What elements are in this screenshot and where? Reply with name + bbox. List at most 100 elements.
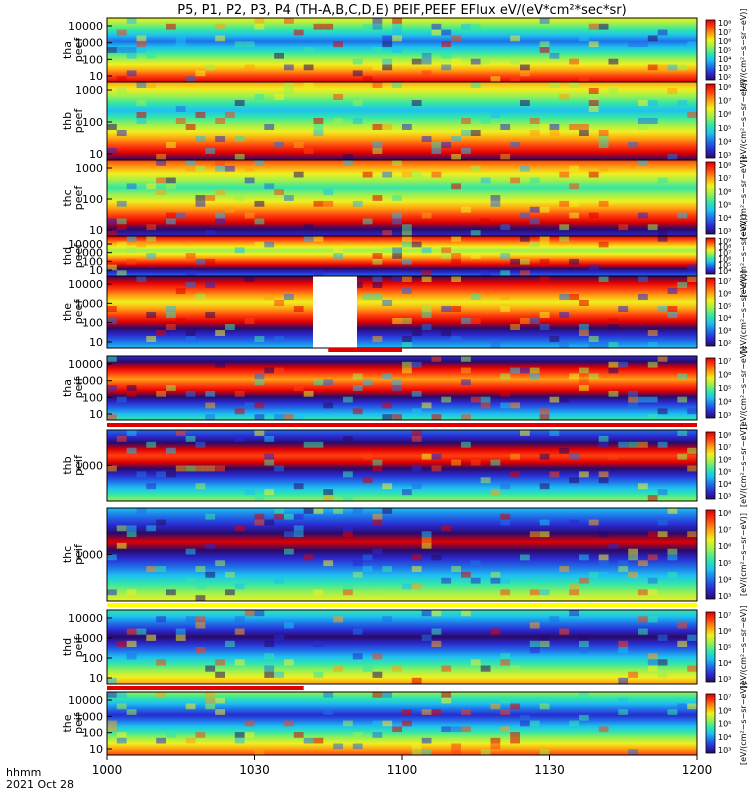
- spectrogram-cell: [372, 692, 383, 698]
- spectrogram-cell: [205, 312, 216, 318]
- spectrogram-cell: [529, 640, 540, 647]
- spectrogram-cell: [667, 88, 678, 94]
- ytick-label: 100: [82, 255, 103, 268]
- spectrogram-cell: [195, 465, 206, 472]
- date-label: 2021 Oct 28: [6, 778, 74, 791]
- spectrogram-cell: [244, 732, 255, 738]
- spectrogram-cell: [579, 647, 589, 654]
- spectrogram-cell: [293, 531, 304, 538]
- spectrogram-cell: [215, 659, 225, 666]
- spectrogram-cell: [529, 720, 540, 727]
- spectrogram-cell: [549, 396, 560, 403]
- spectrogram-cell: [677, 64, 688, 71]
- spectrogram-cell: [264, 653, 275, 660]
- spectrogram-p2: [107, 82, 697, 160]
- ytick-label: 10000: [68, 358, 103, 371]
- spectrogram-cell: [392, 18, 402, 24]
- spectrogram-cell: [539, 258, 550, 265]
- spectrogram-cell: [352, 70, 363, 77]
- spectrogram-cell: [588, 94, 599, 100]
- spectrogram-cell: [156, 471, 166, 478]
- spectrogram-cell: [352, 100, 363, 106]
- spectrogram-cell: [323, 200, 334, 207]
- spectrogram-cell: [156, 692, 166, 698]
- spectrogram-cell: [392, 23, 402, 30]
- spectrogram-cell: [677, 453, 688, 460]
- spectrogram-cell: [215, 165, 225, 172]
- spectrogram-cell: [520, 270, 530, 276]
- colorbar-tick: 10⁷: [718, 526, 731, 535]
- spectrogram-cell: [588, 23, 599, 30]
- spectrogram-cell: [480, 477, 491, 484]
- spectrogram-cell: [225, 589, 235, 596]
- spectrogram-cell: [411, 435, 422, 442]
- spectrogram-cell: [510, 177, 520, 184]
- spectrogram-cell: [313, 737, 324, 744]
- spectrogram-cell: [195, 732, 206, 738]
- xtick-label: 1100: [387, 763, 418, 777]
- ytick-label: 100: [82, 727, 103, 740]
- spectrogram-cell: [382, 414, 393, 420]
- colorbar-tick: 10⁴: [718, 733, 731, 742]
- spectrogram-cell: [687, 703, 697, 710]
- spectrogram-cell: [470, 82, 481, 88]
- spectrogram-cell: [126, 70, 137, 77]
- spectrogram-cell: [205, 390, 216, 397]
- spectrogram-cell: [254, 519, 265, 526]
- spectrogram-cell: [264, 665, 275, 672]
- spectrogram-cell: [333, 253, 343, 259]
- colorbar-tick: 10⁸: [718, 243, 731, 252]
- spectrogram-cell: [136, 112, 147, 118]
- spectrogram-cell: [392, 253, 402, 259]
- spectrogram-cell: [529, 218, 540, 225]
- colorbar-label: [eV/(cm²−s−sr−eV)]: [739, 513, 748, 596]
- spectrogram-cell: [559, 200, 570, 207]
- spectrogram-cell: [185, 577, 196, 584]
- spectrogram-cell: [529, 241, 540, 248]
- ytick-label: 100: [82, 53, 103, 66]
- spectrogram-cell: [421, 634, 432, 641]
- spectrogram-cell: [185, 737, 196, 744]
- spectrogram-cell: [313, 130, 324, 136]
- spectrogram-cell: [647, 577, 658, 584]
- spectrogram-cell: [510, 453, 520, 460]
- spectrogram-cell: [421, 749, 432, 755]
- ytick-label: 1000: [75, 37, 103, 50]
- spectrogram-cell: [146, 566, 157, 572]
- spectrogram-cell: [225, 640, 235, 647]
- panel-name: thapeef: [61, 37, 85, 63]
- spectrogram-cell: [382, 41, 393, 48]
- spectrogram-cell: [116, 76, 127, 82]
- spectrogram-cell: [274, 300, 284, 306]
- spectrogram-cell: [264, 489, 275, 496]
- spectrogram-cell: [362, 566, 373, 572]
- spectrogram-cell: [126, 447, 137, 454]
- spectrogram-cell: [598, 136, 609, 142]
- spectrogram-cell: [195, 70, 206, 77]
- spectrogram-cell: [116, 88, 127, 94]
- spectrogram-cell: [569, 519, 579, 526]
- spectrogram-cell: [559, 396, 570, 403]
- colorbar-tick: 10⁵: [718, 124, 731, 133]
- spectrogram-cell: [185, 336, 196, 342]
- spectrogram-cell: [185, 390, 196, 397]
- spectrogram-cell: [687, 41, 697, 48]
- spectrogram-cell: [126, 525, 137, 532]
- spectrogram-cell: [362, 23, 373, 30]
- spectrogram-cell: [215, 212, 225, 219]
- spectrogram-cell: [195, 294, 206, 300]
- spectrogram-cell: [402, 342, 412, 348]
- spectrogram-cell: [284, 88, 294, 94]
- spectrogram-cell: [175, 628, 186, 635]
- spectrogram-cell: [677, 373, 688, 380]
- spectrogram-cell: [392, 726, 402, 733]
- spectrogram-cell: [647, 100, 658, 106]
- spectrogram-cell: [195, 195, 206, 201]
- spectrogram-cell: [667, 508, 678, 514]
- ytick-label: 1000: [75, 84, 103, 97]
- panel-frame: [106, 609, 698, 685]
- spectrogram-cell: [421, 247, 432, 254]
- spectrogram-cell: [293, 171, 304, 178]
- spectrogram-cell: [402, 171, 412, 178]
